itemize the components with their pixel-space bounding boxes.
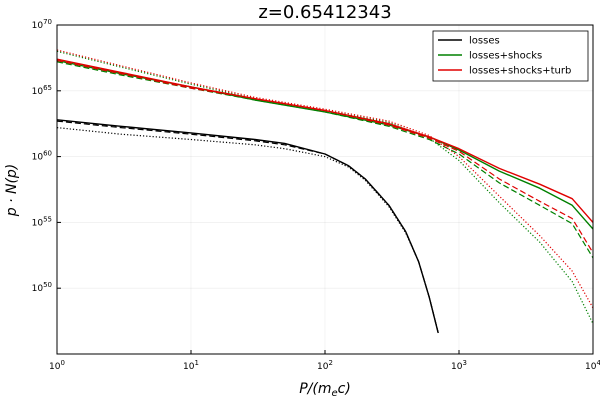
- series-line-dashed: [57, 120, 439, 334]
- y-tick-label: 1055: [32, 215, 52, 228]
- legend-label: losses+shocks: [469, 51, 542, 62]
- series-line-dotted: [57, 127, 439, 334]
- series-line-dashed: [57, 59, 593, 254]
- y-tick-label: 1065: [32, 84, 52, 97]
- x-tick-label: 100: [49, 359, 65, 372]
- x-axis-label-subscript: e: [331, 388, 337, 399]
- x-tick-label: 104: [585, 359, 600, 372]
- x-axis-label: P/(mec): [299, 381, 351, 399]
- legend: losses losses+shocks losses+shocks+turb: [432, 30, 589, 82]
- y-tick-label: 1050: [32, 281, 52, 294]
- x-tick-label: 102: [317, 359, 333, 372]
- legend-label: losses: [469, 36, 500, 47]
- axis-ticks: 100 101 102 103 104 1050 1055 1060 1065 1070: [32, 18, 600, 372]
- series-line-solid: [57, 58, 593, 223]
- y-tick-label: 1060: [32, 150, 52, 163]
- y-tick-label: 1070: [32, 18, 52, 31]
- y-axis-label: p · N(p): [4, 164, 20, 218]
- x-tick-label: 103: [451, 359, 467, 372]
- series-line-dotted: [57, 49, 593, 309]
- x-axis-label-part: P/(m: [299, 381, 331, 397]
- chart-title: z=0.65412343: [258, 2, 391, 23]
- legend-label: losses+shocks+turb: [469, 66, 571, 77]
- plot-series: [57, 49, 593, 334]
- series-line-dashed: [57, 61, 593, 259]
- x-tick-label: 101: [183, 359, 199, 372]
- series-line-dotted: [57, 50, 593, 324]
- x-axis-label-part: c): [338, 381, 351, 397]
